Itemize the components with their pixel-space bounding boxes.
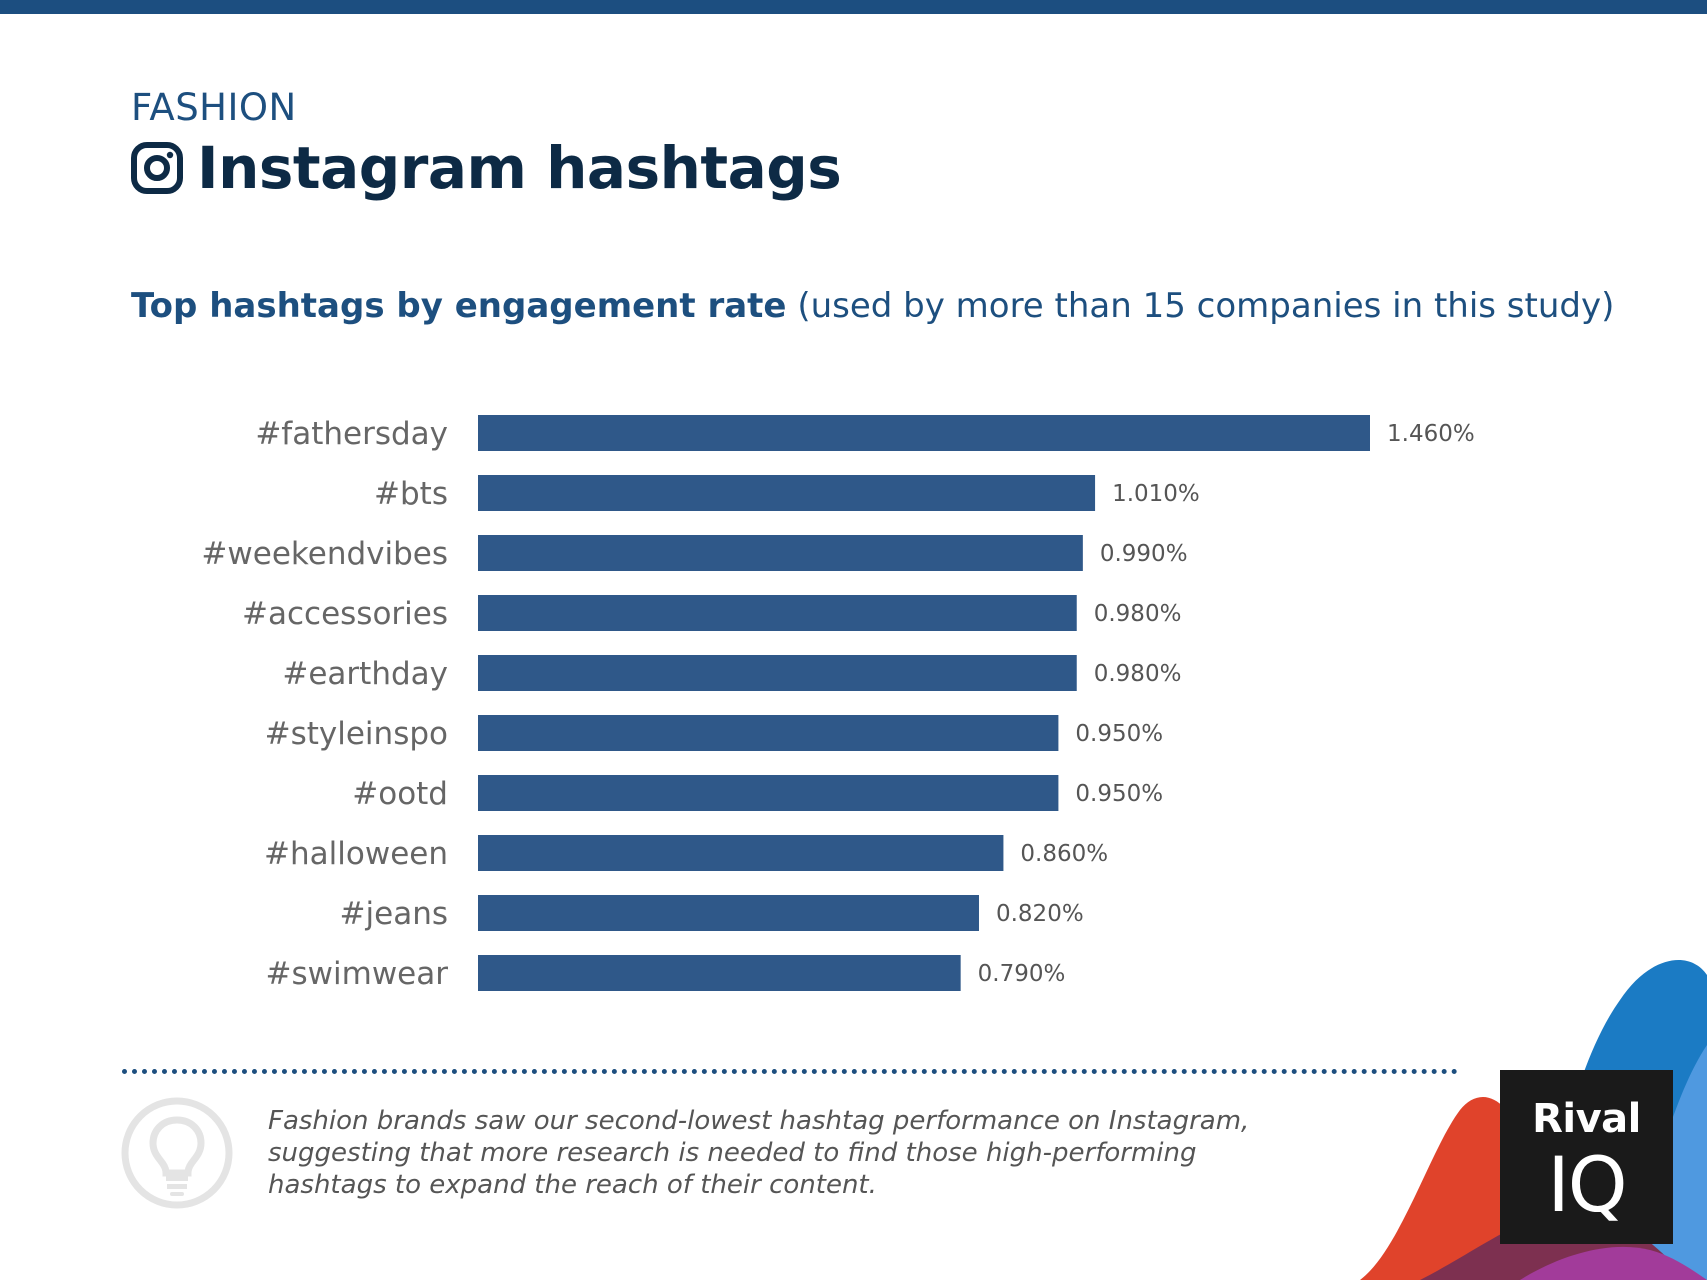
bar-value-label: 1.010% [1112, 481, 1200, 507]
bar [478, 715, 1059, 751]
bar [478, 895, 979, 931]
category-label: #earthday [282, 656, 448, 692]
bar [478, 415, 1370, 451]
category-label: #fathersday [255, 416, 448, 452]
bar [478, 955, 961, 991]
bar-chart: #fathersday 1.460% #bts 1.010% #weekendvibes… [201, 415, 1475, 992]
bar-value-label: 0.980% [1094, 601, 1182, 627]
bar [478, 655, 1077, 691]
dotted-divider [122, 1069, 1458, 1074]
lightbulb-icon [121, 1097, 233, 1209]
bar-value-label: 0.990% [1100, 541, 1188, 567]
category-label: #swimwear [266, 956, 449, 992]
category-label: #ootd [352, 776, 448, 812]
bar [478, 775, 1059, 811]
category-label: #styleinspo [265, 716, 448, 752]
category-label: #bts [374, 476, 448, 512]
bar-value-label: 0.790% [978, 961, 1066, 987]
chart-subtitle: Top hashtags by engagement rate (used by… [131, 286, 1614, 326]
category-label: FASHION [131, 86, 297, 129]
bar-value-label: 0.950% [1075, 721, 1163, 747]
category-label: #weekendvibes [201, 536, 448, 572]
bar [478, 835, 1004, 871]
title-row: Instagram hashtags [131, 134, 842, 202]
insight-text: Fashion brands saw our second-lowest has… [268, 1106, 1250, 1200]
rival-iq-logo: Rival IQ [1500, 1070, 1673, 1244]
subtitle-bold: Top hashtags by engagement rate [131, 286, 787, 326]
bar-value-label: 0.820% [996, 901, 1084, 927]
logo-line-iq: IQ [1547, 1140, 1627, 1229]
bar-value-label: 0.860% [1020, 841, 1108, 867]
bar [478, 475, 1096, 511]
category-label: #halloween [264, 836, 448, 872]
category-label: #jeans [340, 896, 448, 932]
instagram-icon [131, 142, 183, 194]
bar-value-label: 0.950% [1075, 781, 1163, 807]
subtitle-note: (used by more than 15 companies in this … [797, 286, 1615, 326]
bar-value-label: 1.460% [1387, 421, 1475, 447]
logo-line-rival: Rival [1532, 1096, 1641, 1142]
bar [478, 595, 1077, 631]
bar-value-label: 0.980% [1094, 661, 1182, 687]
page-title: Instagram hashtags [197, 134, 842, 202]
category-label: #accessories [242, 596, 448, 632]
bar [478, 535, 1083, 571]
top-accent-bar [0, 0, 1707, 14]
